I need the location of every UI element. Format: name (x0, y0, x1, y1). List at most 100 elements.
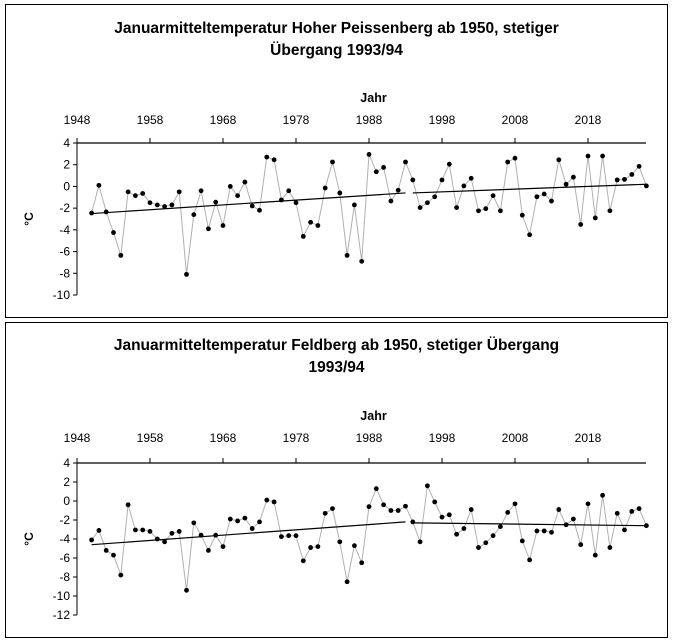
data-point (257, 207, 262, 213)
data-point (198, 188, 204, 194)
data-point (271, 157, 277, 163)
chart-title: Januarmitteltemperatur Feldberg ab 1950,… (6, 335, 667, 379)
data-point (512, 155, 518, 161)
data-point (227, 516, 233, 522)
data-point (417, 205, 423, 211)
data-point (359, 258, 365, 264)
data-point (498, 524, 503, 530)
data-point (147, 200, 153, 206)
data-point (636, 506, 642, 511)
data-point (344, 579, 350, 585)
data-point (505, 510, 511, 515)
data-point (541, 528, 547, 534)
y-tick-label: -6 (59, 551, 70, 565)
data-point (176, 529, 182, 534)
data-point (381, 165, 386, 170)
series-line (91, 154, 647, 275)
data-point (549, 529, 554, 535)
data-point (381, 502, 386, 508)
data-point (468, 175, 474, 181)
data-point (461, 183, 467, 189)
y-axis-label: °C (22, 532, 36, 546)
x-tick-label: 1968 (210, 113, 237, 127)
data-point (96, 182, 102, 188)
data-point (220, 544, 226, 549)
data-point (388, 508, 394, 513)
data-point (373, 486, 379, 492)
data-point (154, 202, 160, 208)
data-point (519, 538, 525, 544)
data-point (571, 174, 576, 180)
data-point (315, 223, 321, 228)
data-point (118, 252, 124, 258)
data-point (373, 169, 379, 175)
y-tick-label: -4 (59, 532, 70, 546)
data-point (154, 536, 160, 542)
data-point (527, 557, 532, 563)
chart-title-line-2: Übergang 1993/94 (270, 42, 403, 59)
x-axis-label: Jahr (360, 409, 387, 423)
y-tick-label: 0 (63, 494, 70, 508)
data-point (227, 184, 233, 189)
data-point (264, 497, 270, 503)
data-point (103, 548, 109, 553)
data-point (257, 519, 262, 525)
data-point (352, 202, 357, 208)
data-point (162, 539, 168, 545)
data-point (286, 533, 292, 539)
data-point (315, 544, 321, 549)
data-point (330, 159, 335, 165)
data-point (425, 200, 430, 206)
data-point (184, 587, 189, 593)
data-point (140, 527, 146, 533)
chart-plot: Jahr 1948 1958 1968 1978 1988 1998 2008 2018 4 2 0 -… (22, 409, 649, 622)
y-tick-label: -12 (53, 608, 71, 622)
data-point (534, 194, 540, 200)
data-point (644, 183, 649, 189)
data-point (191, 212, 197, 218)
data-point (147, 529, 153, 534)
x-tick-label: 2018 (575, 431, 602, 445)
chart-title-line-1: Januarmitteltemperatur Hoher Peissenberg… (114, 20, 559, 37)
data-point (184, 271, 189, 277)
data-point (191, 520, 197, 526)
data-point (461, 526, 467, 531)
data-point (359, 560, 365, 566)
data-point (169, 530, 175, 536)
data-point (352, 543, 357, 549)
data-point (563, 181, 569, 187)
data-point (125, 189, 131, 195)
data-point (111, 552, 116, 558)
trend-line-segment (91, 192, 406, 215)
y-tick-label: -2 (59, 201, 70, 215)
data-point (125, 502, 131, 508)
data-point (140, 191, 146, 196)
y-tick-label: -8 (59, 570, 70, 584)
data-point (242, 515, 248, 521)
data-point (607, 545, 613, 550)
data-point (198, 532, 204, 538)
data-point (395, 508, 401, 513)
data-point (395, 187, 401, 193)
data-point (271, 499, 277, 505)
x-tick-label: 2008 (502, 113, 529, 127)
data-point (293, 533, 299, 539)
y-tick-label: -10 (53, 288, 71, 302)
chart-plot: Jahr 1948 1958 1968 1978 1988 1998 2008 2018 4 2 0 -… (22, 91, 649, 302)
data-point (366, 152, 372, 157)
data-point (162, 204, 168, 209)
data-point (176, 189, 182, 195)
data-point (388, 198, 394, 204)
data-point (410, 177, 416, 183)
data-point (220, 223, 226, 228)
y-tick-label: 0 (63, 179, 70, 193)
data-point (563, 522, 569, 528)
data-point (366, 504, 372, 510)
data-point (242, 179, 248, 185)
data-point (111, 230, 116, 235)
y-tick-label: 4 (63, 136, 70, 150)
data-point (337, 539, 343, 545)
data-point (549, 198, 554, 204)
data-point (410, 519, 416, 525)
y-tick-label: -10 (53, 589, 71, 603)
